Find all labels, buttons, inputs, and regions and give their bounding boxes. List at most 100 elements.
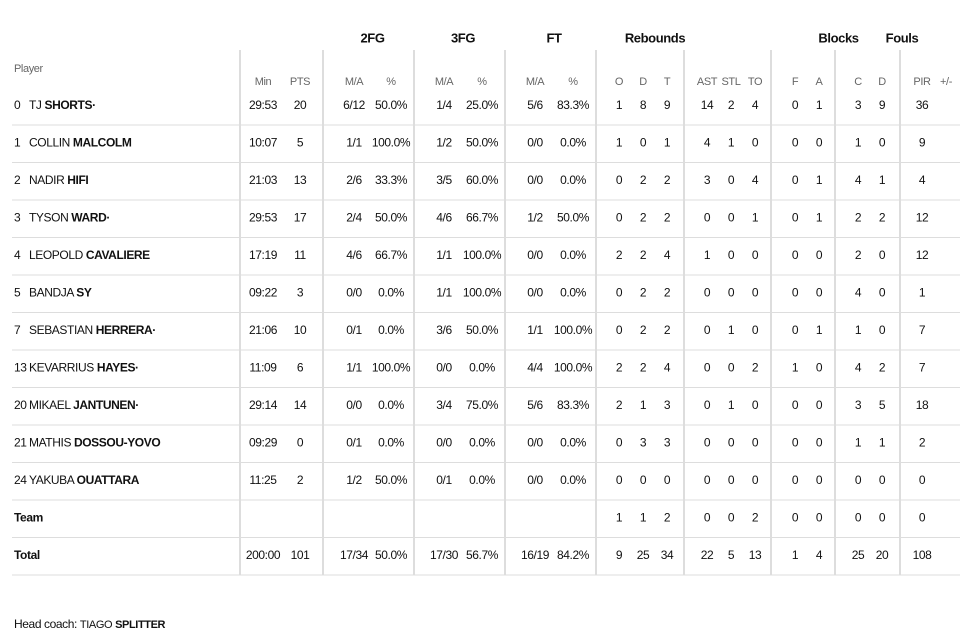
stat-cell: 1/1 <box>527 323 543 337</box>
stat-cell: 1 <box>664 136 671 150</box>
stat-cell: 0 <box>792 511 799 525</box>
player-name: LEOPOLD CAVALIERE <box>29 248 150 262</box>
stat-cell: 0 <box>704 361 711 375</box>
stat-cell: 0 <box>792 398 799 412</box>
last-name: HAYES· <box>97 361 139 375</box>
player-number: 4 <box>14 248 21 262</box>
last-name: HERRERA· <box>96 323 156 337</box>
stat-cell: 2 <box>855 211 862 225</box>
player-name: YAKUBA OUATTARA <box>29 473 140 487</box>
stat-cell: 0/0 <box>436 361 452 375</box>
stat-cell: 1 <box>816 323 823 337</box>
stat-cell: 25.0% <box>466 98 499 112</box>
stat-cell: 12 <box>916 248 929 262</box>
stat-cell: 0 <box>704 511 711 525</box>
stat-cell: 2 <box>728 98 735 112</box>
stat-cell: 0 <box>879 248 886 262</box>
stat-cell: 4 <box>752 98 759 112</box>
column-header: A <box>816 76 824 88</box>
stat-cell: 1 <box>640 511 647 525</box>
stat-cell: 0 <box>616 211 623 225</box>
stat-cell: 2 <box>855 248 862 262</box>
stat-cell: 18 <box>916 398 929 412</box>
stat-cell: 0/0 <box>527 136 543 150</box>
stat-cell: 10 <box>294 323 307 337</box>
stat-cell: 4 <box>752 173 759 187</box>
stat-cell: 6 <box>297 361 304 375</box>
stat-cell: 0 <box>297 436 304 450</box>
stat-cell: 1 <box>752 211 759 225</box>
stat-cell: 1 <box>919 286 926 300</box>
stat-cell: 0 <box>728 436 735 450</box>
stat-cell: 0 <box>792 211 799 225</box>
stat-cell: 0 <box>792 473 799 487</box>
stat-cell: 1/1 <box>436 248 452 262</box>
first-name: NADIR <box>29 173 65 187</box>
stat-cell: 0 <box>728 511 735 525</box>
stat-cell: 0/1 <box>346 436 362 450</box>
stat-cell: 83.3% <box>557 98 590 112</box>
stat-cell: 1 <box>728 398 735 412</box>
player-name: NADIR HIFI <box>29 173 88 187</box>
stat-cell: 3/5 <box>436 173 452 187</box>
stat-cell: 0 <box>616 473 623 487</box>
coach-first: TIAGO <box>80 619 113 631</box>
column-header: Min <box>255 76 272 88</box>
stat-cell: 13 <box>294 173 307 187</box>
stat-cell: 2 <box>640 248 647 262</box>
stat-cell: 66.7% <box>466 211 499 225</box>
head-coach: Head coach: TIAGO SPLITTER <box>14 617 166 631</box>
stat-cell: 0 <box>752 473 759 487</box>
stat-cell: 2 <box>616 248 623 262</box>
stat-cell: 0 <box>752 248 759 262</box>
first-name: SEBASTIAN <box>29 323 93 337</box>
stat-cell: 0 <box>728 211 735 225</box>
stat-cell: 0 <box>728 361 735 375</box>
stat-cell: 3 <box>297 286 304 300</box>
stat-cell: 1 <box>816 98 823 112</box>
last-name: WARD· <box>71 211 110 225</box>
stat-cell: 21:06 <box>249 323 278 337</box>
stat-cell: 17:19 <box>249 248 278 262</box>
stat-cell: 50.0% <box>466 136 499 150</box>
first-name: MIKAEL <box>29 398 71 412</box>
stat-cell: 0 <box>919 473 926 487</box>
stat-cell: 1/2 <box>527 211 543 225</box>
stat-cell: 50.0% <box>557 211 590 225</box>
stat-cell: 1 <box>792 548 799 562</box>
stat-cell: 0 <box>704 473 711 487</box>
last-name: JANTUNEN· <box>73 398 139 412</box>
player-number: 0 <box>14 98 21 112</box>
stat-cell: 0/0 <box>527 173 543 187</box>
stat-cell: 0 <box>919 511 926 525</box>
stat-cell: 4 <box>664 361 671 375</box>
stat-cell: 17/30 <box>430 548 459 562</box>
stat-cell: 0/0 <box>346 286 362 300</box>
stat-cell: 1 <box>640 398 647 412</box>
stat-cell: 83.3% <box>557 398 590 412</box>
first-name: BANDJA <box>29 286 74 300</box>
stat-cell: 2 <box>664 173 671 187</box>
stat-cell: 13 <box>749 548 762 562</box>
player-name: KEVARRIUS HAYES· <box>29 361 139 375</box>
stat-cell: 50.0% <box>375 548 408 562</box>
stat-cell: 0 <box>879 136 886 150</box>
stat-cell: 100.0% <box>372 136 411 150</box>
last-name: HIFI <box>67 173 88 187</box>
stat-cell: 0 <box>816 398 823 412</box>
stat-cell: 5 <box>297 136 304 150</box>
stat-cell: 0.0% <box>378 323 404 337</box>
player-name: SEBASTIAN HERRERA· <box>29 323 156 337</box>
stat-cell: 0/1 <box>346 323 362 337</box>
column-header: O <box>615 76 624 88</box>
stat-cell: 2 <box>640 361 647 375</box>
stat-cell: 0 <box>664 473 671 487</box>
stat-cell: 0 <box>616 173 623 187</box>
stat-cell: 0 <box>792 136 799 150</box>
stat-cell: 0 <box>792 98 799 112</box>
stat-cell: 100.0% <box>463 286 502 300</box>
last-name: SHORTS· <box>44 98 95 112</box>
stat-cell: 0/0 <box>527 436 543 450</box>
stat-cell: 3 <box>664 436 671 450</box>
stat-cell: 100.0% <box>372 361 411 375</box>
